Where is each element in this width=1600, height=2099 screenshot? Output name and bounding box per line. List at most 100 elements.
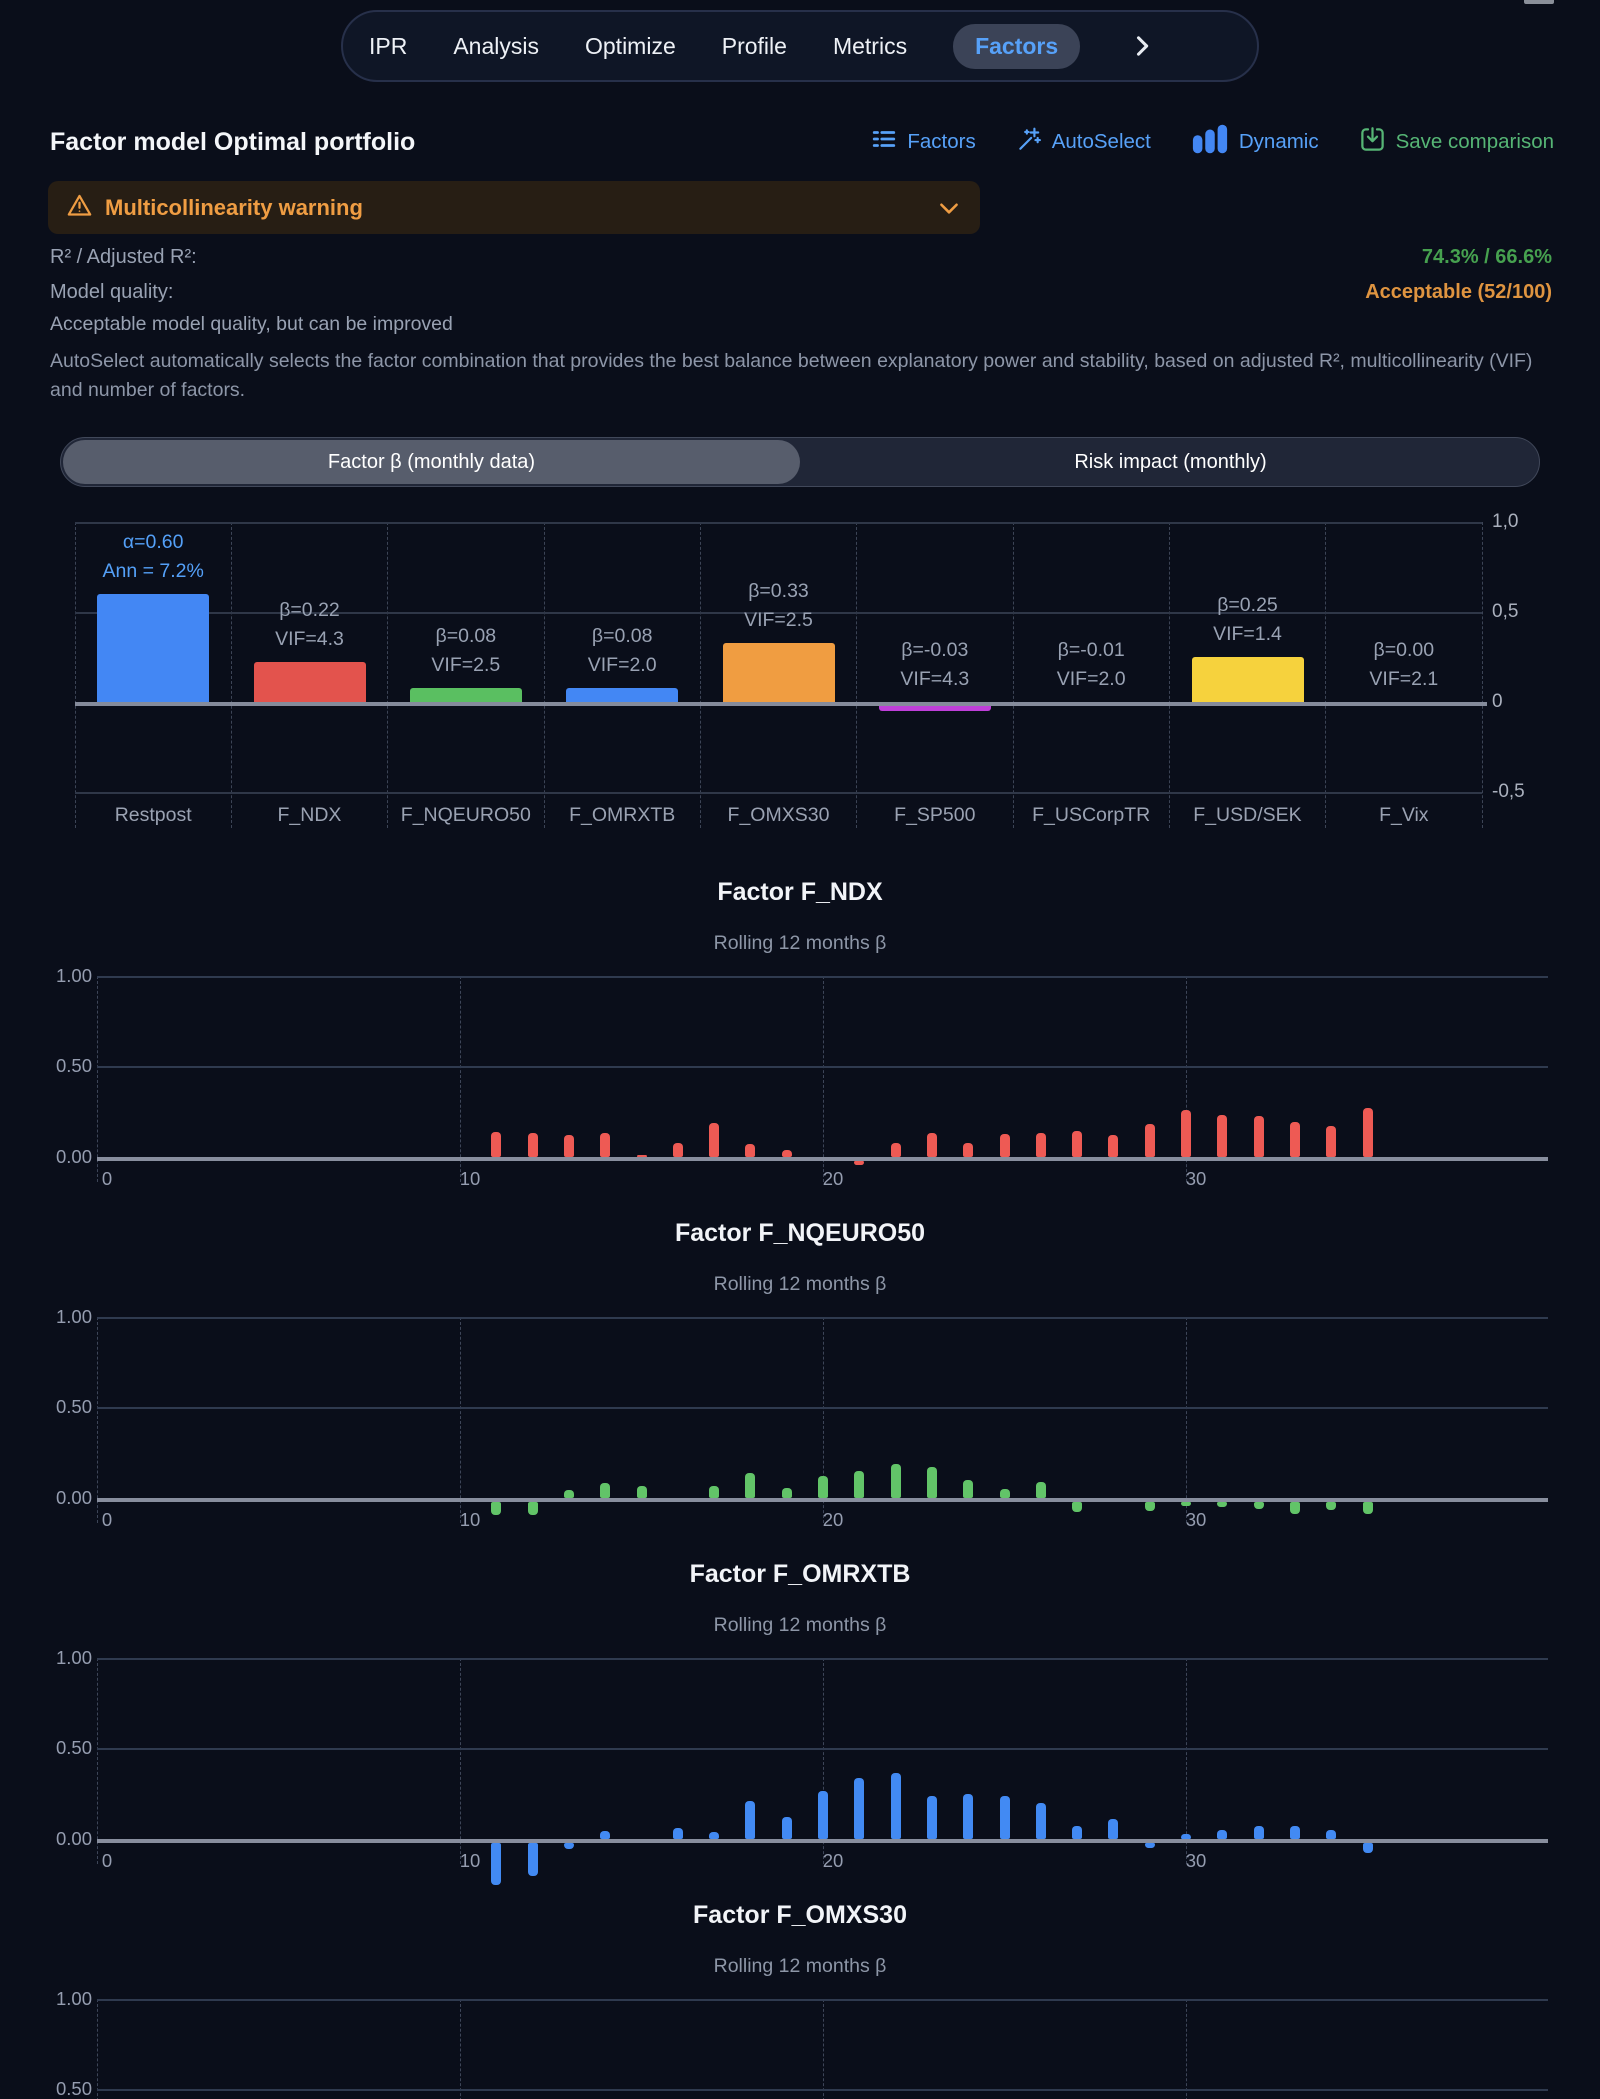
- rolling-beta-bar: [527, 1133, 538, 1157]
- nav-tab-analysis[interactable]: Analysis: [453, 32, 539, 59]
- dashed-gridline: [823, 1317, 824, 1523]
- rolling-beta-bar: [963, 1143, 974, 1157]
- multicollinearity-warning-banner[interactable]: Multicollinearity warning: [48, 181, 980, 234]
- rolling-beta-bar: [600, 1482, 611, 1498]
- chart-plot-area: 1.00 0.50 0.00 0 10 20 30: [0, 1988, 1600, 2099]
- y-axis-label: 0: [1492, 691, 1503, 712]
- top-nav: IPR Analysis Optimize Profile Metrics Fa…: [341, 10, 1259, 82]
- factor-bar: [722, 642, 835, 702]
- rolling-beta-bar: [563, 1135, 574, 1157]
- chart-subtitle: Rolling 12 months β: [713, 1614, 887, 1636]
- rolling-beta-bar: [781, 1488, 792, 1498]
- gridline: [97, 1748, 1548, 1750]
- warning-label: Multicollinearity warning: [105, 194, 363, 220]
- chart-subtitle: Rolling 12 months β: [713, 1955, 887, 1977]
- rolling-beta-bar: [563, 1489, 574, 1498]
- rolling-beta-bar: [1289, 1502, 1300, 1514]
- rolling-beta-bar: [1217, 1502, 1228, 1508]
- rolling-beta-bar: [999, 1488, 1010, 1498]
- save-comparison-button[interactable]: Save comparison: [1359, 126, 1554, 159]
- rolling-beta-bar: [709, 1122, 720, 1157]
- dashed-gridline: [97, 976, 98, 1182]
- x-axis-label: 0: [101, 1850, 113, 1871]
- x-axis-label: 10: [459, 1168, 481, 1189]
- chart-title: Factor F_NDX: [717, 878, 883, 906]
- x-axis-label: 20: [822, 1850, 844, 1871]
- autoselect-button[interactable]: AutoSelect: [1016, 126, 1151, 158]
- rolling-beta-bar: [600, 1830, 611, 1839]
- bar-chart-icon: [1191, 124, 1229, 160]
- rolling-beta-bar: [1362, 1502, 1373, 1515]
- chevron-down-icon[interactable]: [936, 195, 962, 221]
- rolling-beta-bar: [1072, 1130, 1083, 1157]
- chevron-right-icon[interactable]: [1128, 32, 1156, 60]
- rolling-chart-f-omxs30: Factor F_OMXS30 Rolling 12 months β 1.00…: [0, 1901, 1600, 2099]
- rolling-beta-bar: [1181, 1833, 1191, 1839]
- rolling-beta-bar: [854, 1161, 865, 1165]
- chart-plot-area: 1.00 0.50 0.00 0 10 20 30: [0, 1647, 1600, 1885]
- rolling-beta-bar: [636, 1155, 647, 1157]
- dashed-gridline: [460, 976, 461, 1182]
- autoselect-button-label: AutoSelect: [1051, 130, 1151, 153]
- nav-tab-profile[interactable]: Profile: [721, 32, 787, 59]
- toggle-factor-beta[interactable]: Factor β (monthly data): [63, 440, 800, 484]
- rolling-beta-bar: [999, 1134, 1010, 1157]
- rolling-beta-bar: [818, 1476, 828, 1498]
- rolling-beta-bar: [491, 1131, 502, 1157]
- rolling-beta-bar: [1144, 1502, 1155, 1512]
- dashed-gridline: [1481, 522, 1483, 828]
- dynamic-button-label: Dynamic: [1238, 130, 1319, 153]
- category-label: F_OMRXTB: [569, 804, 676, 826]
- gridline: [97, 1658, 1548, 1660]
- factors-button[interactable]: Factors: [871, 126, 976, 158]
- factor-bar: [1191, 657, 1304, 702]
- save-comparison-button-label: Save comparison: [1395, 130, 1554, 153]
- bar-value-label: β=0.25 VIF=1.4: [1213, 594, 1282, 645]
- rolling-beta-bar: [636, 1486, 647, 1498]
- y-axis-label: 0.50: [55, 2078, 92, 2099]
- dashed-gridline: [1012, 522, 1014, 828]
- dashed-gridline: [230, 522, 232, 828]
- rolling-chart-f-ndx: Factor F_NDX Rolling 12 months β 1.00 0.…: [0, 878, 1600, 1278]
- dashed-gridline: [460, 1658, 461, 1864]
- scrollbar-thumb[interactable]: [1524, 0, 1554, 4]
- rolling-beta-bar: [818, 1791, 828, 1839]
- dynamic-button[interactable]: Dynamic: [1191, 124, 1319, 160]
- nav-tab-factors[interactable]: Factors: [953, 23, 1081, 69]
- factors-button-label: Factors: [907, 130, 976, 153]
- zero-axis-line: [97, 1839, 1548, 1843]
- y-axis-label: 0,5: [1492, 601, 1519, 622]
- chart-title: Factor F_NQEURO50: [674, 1219, 926, 1247]
- rolling-beta-bar: [1326, 1502, 1337, 1511]
- rolling-beta-bar: [672, 1143, 683, 1157]
- chart-plot-area: 1.00 0.50 0.00 0 10 20 30: [0, 1306, 1600, 1530]
- dashed-gridline: [387, 522, 389, 828]
- model-quality-note: Acceptable model quality, but can be imp…: [50, 313, 453, 335]
- rolling-beta-bar: [781, 1817, 792, 1839]
- rolling-beta-bar: [491, 1843, 502, 1885]
- rolling-beta-bar: [1035, 1133, 1046, 1157]
- rolling-beta-bar: [1217, 1115, 1228, 1157]
- rolling-beta-bar: [1253, 1502, 1264, 1509]
- bar-value-label: β=0.33 VIF=2.5: [744, 579, 813, 631]
- rolling-beta-bar: [1181, 1502, 1191, 1506]
- dashed-gridline: [1168, 522, 1170, 828]
- rolling-beta-bar: [890, 1142, 901, 1157]
- toggle-risk-impact[interactable]: Risk impact (monthly): [1074, 450, 1267, 473]
- dashed-gridline: [1186, 1317, 1187, 1523]
- rolling-beta-bar: [890, 1463, 901, 1498]
- bar-value-label: β=0.08 VIF=2.0: [587, 624, 657, 676]
- x-axis-label: 30: [1185, 1509, 1207, 1530]
- nav-tab-ipr[interactable]: IPR: [369, 32, 408, 59]
- bar-value-label: α=0.60 Ann = 7.2%: [102, 531, 204, 582]
- nav-tab-optimize[interactable]: Optimize: [585, 32, 676, 59]
- category-label: F_OMXS30: [727, 804, 830, 826]
- nav-tab-metrics[interactable]: Metrics: [832, 32, 908, 59]
- rolling-beta-bar: [1289, 1826, 1300, 1839]
- y-axis-label: -0,5: [1492, 781, 1525, 802]
- gridline: [97, 1317, 1548, 1319]
- rolling-beta-bar: [1326, 1829, 1337, 1839]
- dashed-gridline: [856, 522, 858, 828]
- rolling-beta-bar: [1144, 1124, 1155, 1157]
